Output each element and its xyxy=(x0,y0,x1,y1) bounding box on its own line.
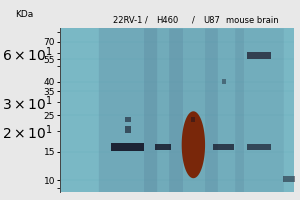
Polygon shape xyxy=(182,111,205,178)
Text: KDa: KDa xyxy=(16,10,34,19)
Text: mouse brain: mouse brain xyxy=(226,16,278,25)
Text: 22RV-1 /: 22RV-1 / xyxy=(113,16,148,25)
Text: U87: U87 xyxy=(204,16,220,25)
Text: H460: H460 xyxy=(157,16,179,25)
Text: /: / xyxy=(192,16,195,25)
